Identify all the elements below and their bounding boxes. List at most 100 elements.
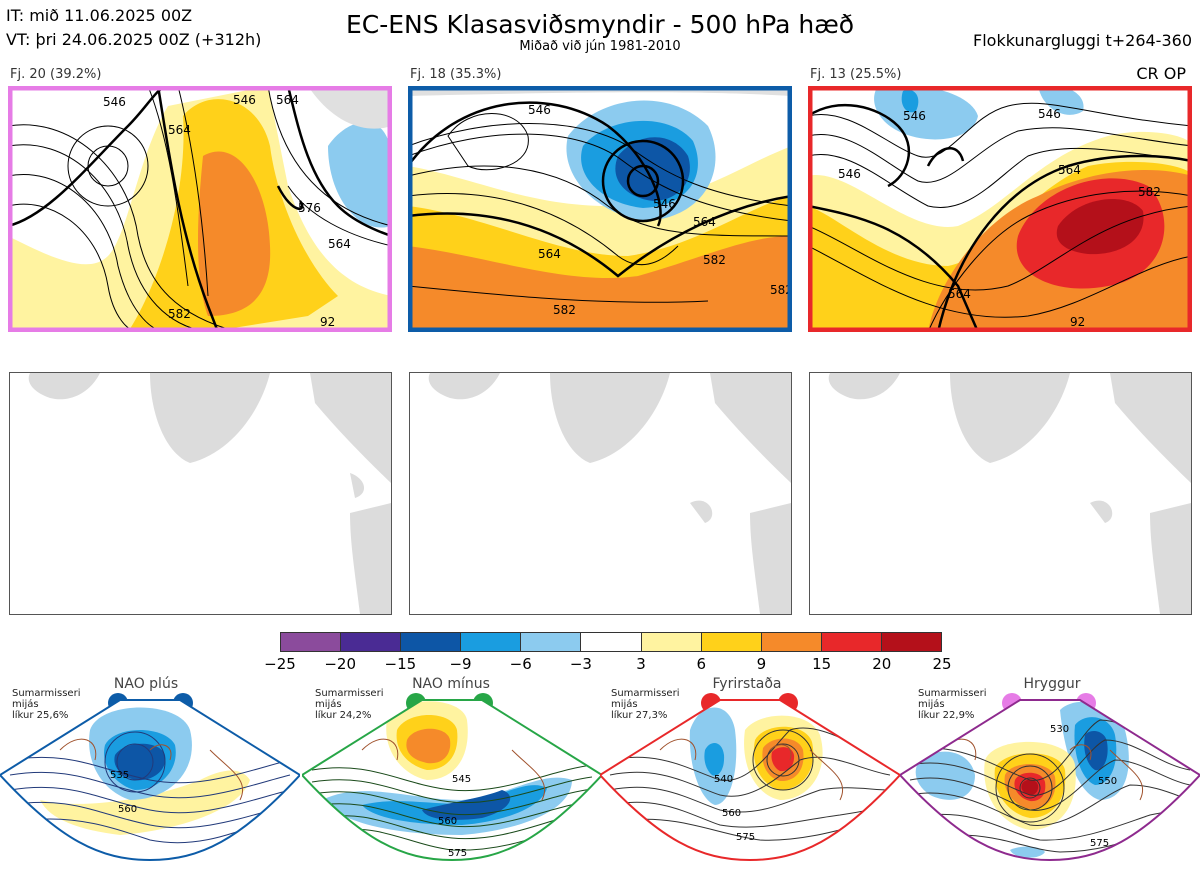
regime-4-period: mijás — [918, 699, 945, 710]
colorbar-tick-label: 3 — [636, 655, 646, 673]
regime-2-map[interactable]: 545 560 575 — [302, 690, 602, 870]
cr-op-marker: CR OP — [1136, 64, 1186, 83]
colorbar-tick-label: −25 — [264, 655, 296, 673]
regime-2-contour-3: 575 — [448, 848, 467, 859]
cluster-1-label: Fj. 20 (39.2%) — [10, 67, 102, 82]
regime-2-probability: líkur 24,2% — [315, 710, 372, 721]
initial-time: IT: mið 11.06.2025 00Z — [6, 6, 193, 25]
regime-3-map[interactable]: 540 560 575 — [600, 690, 900, 870]
cluster-3-map[interactable]: 546 546 546 564 582 564 92 — [808, 86, 1192, 332]
regime-2-period: mijás — [315, 699, 342, 710]
regime-4-frame — [900, 699, 1200, 862]
cluster-1-contour-4: 576 — [298, 201, 321, 215]
cluster-3-contour-2: 546 — [903, 109, 926, 123]
regime-2-contour-2: 560 — [438, 816, 457, 827]
regime-1-contour-2: 560 — [118, 804, 137, 815]
regime-4-contour-2: 550 — [1098, 776, 1117, 787]
cluster-2-contour-1: 546 — [528, 103, 551, 117]
cluster-2-contour-6: 582 — [553, 303, 576, 317]
empty-map-2[interactable] — [409, 372, 792, 615]
colorbar-tick-label: 25 — [932, 655, 952, 673]
colorbar-tick-label: −3 — [569, 655, 592, 673]
regime-3-contour-2: 560 — [722, 808, 741, 819]
cluster-1-contour-1: 546 — [103, 95, 126, 109]
regime-3-name: Fyrirstaða — [712, 676, 782, 692]
regime-2-season: Sumarmisseri — [315, 688, 384, 699]
regime-4-name: Hryggur — [1023, 676, 1081, 692]
cluster-1-contour-3: 546 — [233, 93, 256, 107]
regime-1-season: Sumarmisseri — [12, 688, 81, 699]
cluster-3-contour-6: 564 — [948, 287, 971, 301]
cluster-3-contour-3: 546 — [1038, 107, 1061, 121]
regime-3-contour-3: 575 — [736, 832, 755, 843]
regime-1-map[interactable]: 535 560 — [0, 690, 300, 870]
page-subtitle: Miðað við jún 1981-2010 — [519, 39, 681, 54]
cluster-2-contour-3: 564 — [538, 247, 561, 261]
cluster-1-contour-8: 92 — [320, 315, 335, 329]
colorbar-tick-label: 20 — [872, 655, 892, 673]
regime-2-frame — [302, 699, 602, 862]
cluster-3-label: Fj. 13 (25.5%) — [810, 67, 902, 82]
regime-4-probability: líkur 22,9% — [918, 710, 975, 721]
regime-4-info: Sumarmisseri mijás líkur 22,9% — [918, 688, 986, 721]
colorbar-swatch — [761, 633, 822, 651]
regime-3-period: mijás — [611, 699, 638, 710]
valid-time: VT: þri 24.06.2025 00Z (+312h) — [6, 30, 262, 49]
regime-3-frame — [600, 699, 900, 862]
cluster-1-contour-7: 582 — [168, 307, 191, 321]
regime-3-season: Sumarmisseri — [611, 688, 680, 699]
cluster-1-contour-6: 564 — [328, 237, 351, 251]
empty-map-3[interactable] — [809, 372, 1192, 615]
colorbar-swatch — [521, 633, 582, 651]
regime-4-contour-1: 530 — [1050, 724, 1069, 735]
cluster-1-contour-2: 564 — [168, 123, 191, 137]
regime-1-probability: líkur 25,6% — [12, 710, 69, 721]
colorbar — [280, 632, 942, 652]
regime-1-period: mijás — [12, 699, 39, 710]
cluster-1-contour-5: 564 — [276, 93, 299, 107]
regime-1-name: NAO plús — [113, 676, 179, 692]
colorbar-tick-label: 6 — [696, 655, 707, 673]
empty-map-1[interactable] — [9, 372, 392, 615]
cluster-2-contour-2: 546 — [653, 197, 676, 211]
cluster-2-map[interactable]: 546 546 564 564 582 582 582 — [408, 86, 792, 332]
cluster-3-contour-7: 92 — [1070, 315, 1085, 329]
colorbar-swatch — [641, 633, 702, 651]
colorbar-swatch — [881, 633, 942, 651]
classification-window: Flokkunargluggi t+264-360 — [973, 31, 1192, 50]
colorbar-swatch — [281, 633, 342, 651]
page-title: EC-ENS Klasasviðsmyndir - 500 hPa hæð — [345, 10, 855, 39]
colorbar-swatch — [401, 633, 462, 651]
cluster-3-contour-4: 564 — [1058, 163, 1081, 177]
regime-3-probability: líkur 27,3% — [611, 710, 668, 721]
cluster-2-frame — [408, 86, 792, 332]
cluster-2-label: Fj. 18 (35.3%) — [410, 67, 502, 82]
cluster-3-contour-5: 582 — [1138, 185, 1161, 199]
colorbar-tick-label: 15 — [812, 655, 832, 673]
regime-4-season: Sumarmisseri — [918, 688, 987, 699]
regime-2-contour-1: 545 — [452, 774, 471, 785]
colorbar-tick-label: −9 — [449, 655, 472, 673]
colorbar-swatch — [461, 633, 522, 651]
regime-3-contour-1: 540 — [714, 774, 733, 785]
colorbar-swatch — [821, 633, 882, 651]
colorbar-tick-label: 9 — [756, 655, 767, 673]
regime-1-info: Sumarmisseri mijás líkur 25,6% — [12, 688, 80, 721]
regime-4-contour-3: 575 — [1090, 838, 1109, 849]
regime-1-contour-1: 535 — [110, 770, 129, 781]
regime-2-name: NAO mínus — [412, 676, 490, 692]
colorbar-swatch — [701, 633, 762, 651]
regime-4-map[interactable]: 530 550 575 — [900, 690, 1200, 870]
colorbar-tick-label: −6 — [509, 655, 532, 673]
cluster-1-frame — [8, 86, 392, 332]
colorbar-tick-label: −15 — [384, 655, 417, 673]
cluster-3-contour-1: 546 — [838, 167, 861, 181]
cluster-2-contour-7: 582 — [770, 283, 792, 297]
regime-3-info: Sumarmisseri mijás líkur 27,3% — [611, 688, 679, 721]
cluster-3-frame — [808, 86, 1192, 332]
colorbar-swatch — [341, 633, 402, 651]
regime-2-info: Sumarmisseri mijás líkur 24,2% — [315, 688, 383, 721]
cluster-2-contour-4: 564 — [693, 215, 716, 229]
cluster-2-contour-5: 582 — [703, 253, 726, 267]
cluster-1-map[interactable]: 546 564 546 576 564 564 582 92 — [8, 86, 392, 332]
